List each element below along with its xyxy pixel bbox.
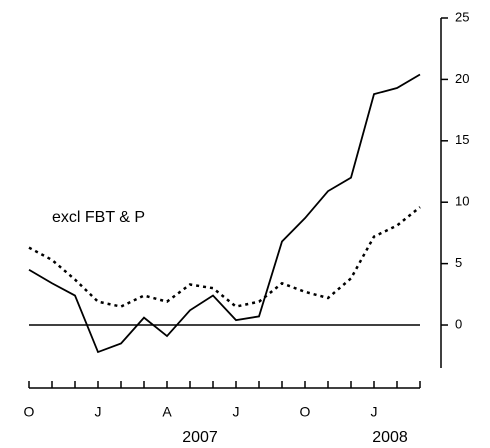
x-tick-label: J bbox=[233, 404, 240, 420]
y-tick-label: 15 bbox=[455, 132, 469, 147]
y-tick-label: 0 bbox=[455, 316, 462, 331]
y-tick-label: 20 bbox=[455, 71, 469, 86]
year-label: 2008 bbox=[372, 429, 408, 446]
year-label: 2007 bbox=[182, 429, 218, 446]
x-tick-label: J bbox=[95, 404, 102, 420]
y-tick-label: 25 bbox=[455, 9, 469, 24]
series-line bbox=[28, 73, 421, 354]
y-tick-label: 10 bbox=[455, 194, 469, 209]
x-tick-label: O bbox=[24, 404, 35, 420]
annotation: excl FBT & P bbox=[52, 209, 145, 226]
x-tick-label: A bbox=[162, 404, 172, 420]
x-tick-label: J bbox=[371, 404, 378, 420]
x-tick-label: O bbox=[300, 404, 311, 420]
y-tick-label: 5 bbox=[455, 255, 462, 270]
